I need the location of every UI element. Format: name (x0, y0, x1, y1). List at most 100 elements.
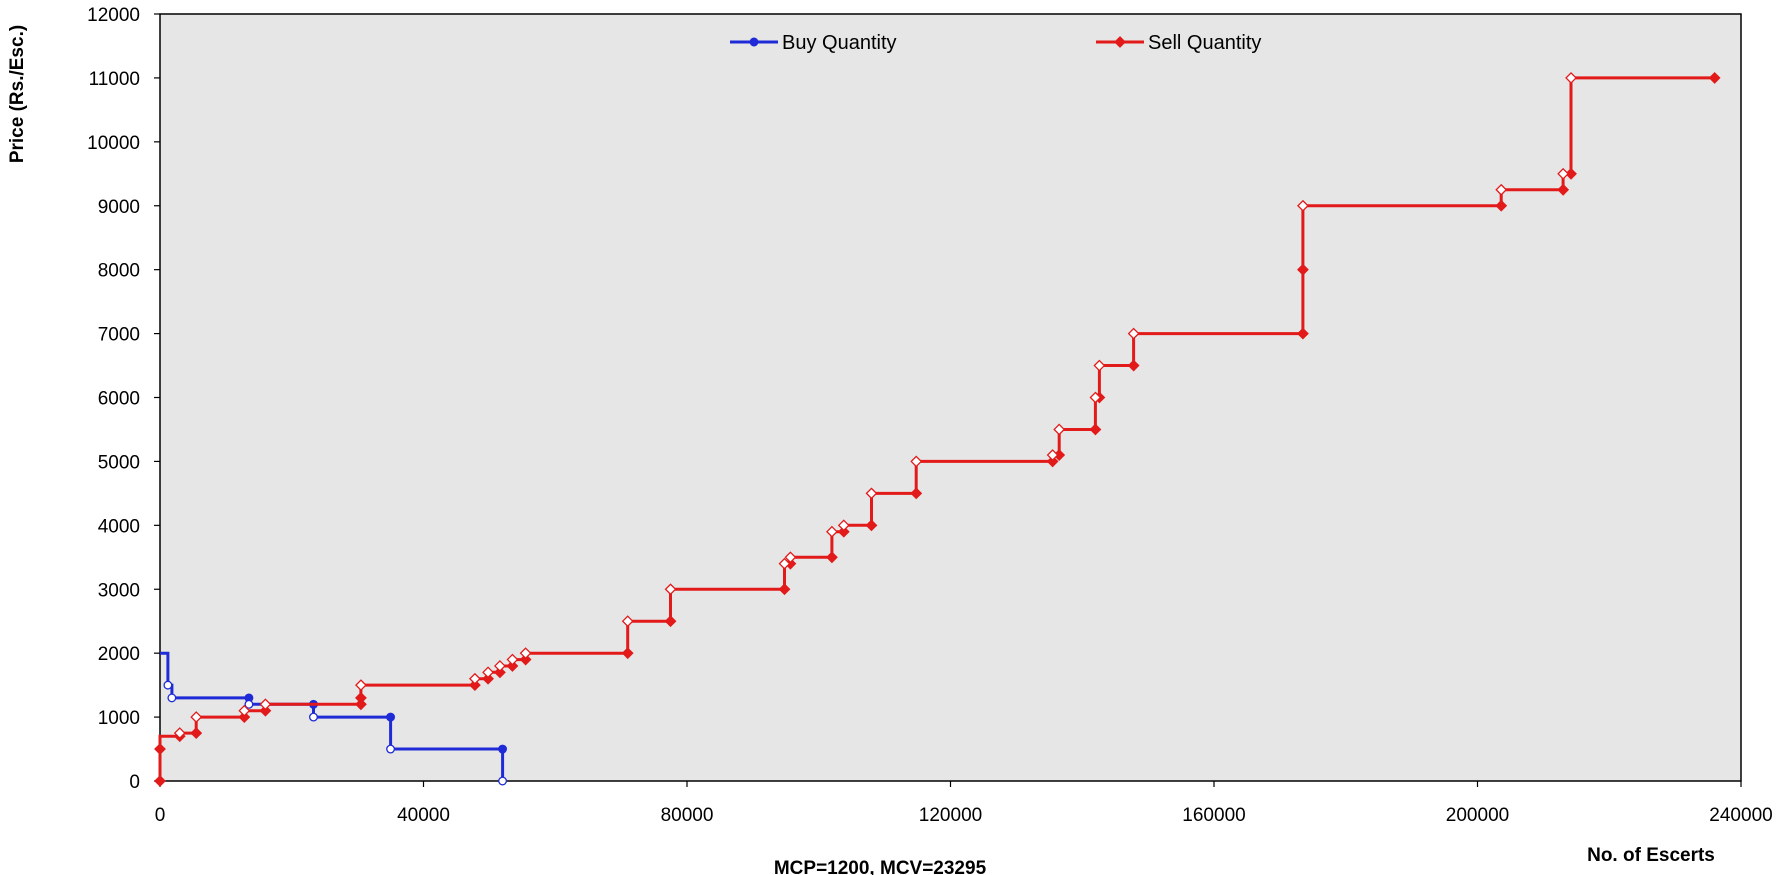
data-point (1557, 167, 1570, 180)
y-tick-label: 5000 (98, 452, 140, 473)
y-tick-label: 8000 (98, 261, 140, 282)
x-tick-label: 40000 (397, 805, 450, 826)
data-point (259, 704, 272, 717)
data-point (482, 666, 494, 679)
data-point (238, 704, 251, 717)
x-axis-title: No. of Escerts (1587, 845, 1715, 866)
data-point (506, 653, 519, 666)
legend-swatch-marker (749, 37, 759, 47)
data-point (493, 660, 506, 672)
data-point (354, 679, 367, 692)
legend-item: Sell Quantity (1096, 32, 1261, 54)
data-point (664, 615, 677, 628)
data-point (468, 672, 481, 685)
data-point (1708, 71, 1721, 84)
data-point (386, 744, 396, 754)
data-point (1127, 327, 1140, 340)
y-tick-label: 3000 (98, 580, 140, 601)
data-point (1495, 199, 1508, 212)
data-point (778, 557, 791, 570)
y-tick-label: 2000 (98, 644, 140, 665)
x-axis: 0 40000 80000 120000 160000 200000 240000 (155, 781, 1773, 826)
data-point (826, 551, 838, 564)
data-point (1557, 183, 1570, 196)
y-tick-label: 11000 (89, 69, 140, 90)
data-point (519, 647, 532, 660)
y-tick-label: 9000 (98, 197, 140, 218)
data-point (1046, 449, 1059, 461)
series-0 (160, 651, 507, 786)
series-1 (154, 71, 1721, 787)
y-tick-label: 0 (129, 772, 140, 793)
data-point (163, 680, 173, 690)
data-point (621, 615, 634, 628)
data-point (1093, 359, 1106, 372)
x-tick-label: 80000 (661, 805, 714, 826)
data-point (1565, 167, 1577, 180)
y-tick-label: 4000 (98, 516, 140, 537)
y-axis: 0 1000 2000 3000 4000 5000 6000 7000 8000 9000 100… (87, 5, 160, 793)
data-point (826, 525, 838, 538)
data-point (837, 519, 850, 532)
legend-swatch-marker (1114, 36, 1126, 48)
data-point (865, 519, 878, 532)
data-point (519, 653, 532, 666)
y-tick-label: 1000 (98, 708, 140, 729)
data-point (386, 712, 396, 722)
data-point (1297, 327, 1309, 340)
x-tick-label: 0 (155, 805, 166, 826)
data-point (354, 691, 367, 704)
data-point (910, 455, 923, 468)
data-point (190, 711, 203, 724)
legend-label: Buy Quantity (782, 32, 897, 54)
data-point (1089, 391, 1102, 404)
data-point (173, 727, 186, 739)
data-point (784, 551, 797, 564)
data-point (1297, 263, 1309, 276)
legend: Buy Quantity Sell Quantity (730, 32, 1261, 54)
x-tick-label: 120000 (919, 805, 982, 826)
x-tick-label: 240000 (1709, 805, 1772, 826)
data-point (468, 679, 481, 692)
data-point (910, 487, 923, 500)
data-point (167, 693, 177, 703)
legend-item: Buy Quantity (730, 32, 897, 54)
y-tick-label: 12000 (87, 5, 140, 26)
data-point (259, 698, 272, 711)
series-layer (154, 71, 1721, 787)
data-point (837, 525, 850, 538)
y-tick-label: 10000 (87, 133, 140, 154)
data-point (309, 712, 318, 722)
chart-footer: MCP=1200, MCV=23295 (774, 858, 987, 875)
data-point (621, 647, 634, 660)
y-axis-title: Price (Rs./Esc.) (7, 25, 28, 163)
data-point (1297, 199, 1309, 212)
data-point (482, 672, 494, 685)
data-point (1046, 455, 1059, 468)
data-point (498, 776, 507, 786)
data-point (244, 699, 254, 709)
data-point (865, 487, 878, 500)
data-point (1565, 71, 1577, 84)
data-point (506, 660, 519, 672)
y-tick-label: 6000 (98, 389, 140, 410)
data-point (1089, 423, 1102, 436)
plot-area (159, 13, 1742, 782)
x-tick-label: 160000 (1182, 805, 1245, 826)
y-tick-label: 7000 (98, 325, 140, 346)
data-point (238, 711, 251, 724)
data-point (493, 666, 506, 679)
data-point (664, 583, 677, 596)
legend-label: Sell Quantity (1148, 32, 1261, 54)
data-point (778, 583, 791, 596)
x-tick-label: 200000 (1446, 805, 1509, 826)
data-point (1053, 423, 1066, 436)
data-point (1127, 359, 1140, 372)
data-point (354, 698, 367, 711)
data-point (190, 727, 203, 739)
data-point (154, 743, 166, 755)
data-point (498, 744, 507, 754)
data-point (1495, 183, 1508, 196)
data-point (154, 775, 166, 787)
